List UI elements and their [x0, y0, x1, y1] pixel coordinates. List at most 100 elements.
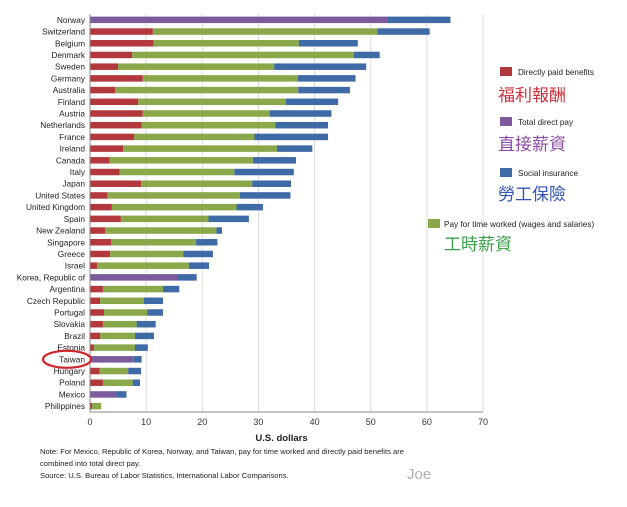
bar-poland-pay-for-time-worked-wages-and-salaries [102, 379, 133, 386]
bar-australia-directly-paid-benefits [90, 86, 116, 94]
country-label-israel: Israel [65, 261, 85, 271]
country-label-switzerland: Switzerland [42, 27, 85, 37]
bar-estonia-pay-for-time-worked-wages-and-salaries [93, 344, 135, 351]
country-label-mexico: Mexico [59, 389, 86, 399]
bar-korea-republic-of-social-insurance [177, 274, 197, 281]
country-label-japan: Japan [62, 179, 85, 189]
grid-lines [89, 14, 484, 412]
bar-israel-pay-for-time-worked-wages-and-salaries [97, 262, 189, 269]
bar-israel-directly-paid-benefits [90, 262, 98, 269]
bar-germany-pay-for-time-worked-wages-and-salaries [142, 75, 298, 82]
x-tick-label: 30 [253, 417, 263, 427]
legend-swatch-directly-paid-benefits [500, 67, 512, 76]
bar-ireland-directly-paid-benefits [90, 145, 124, 152]
bar-sweden-social-insurance [274, 63, 367, 70]
bar-norway-total-direct-pay [90, 16, 388, 24]
bar-switzerland-pay-for-time-worked-wages-and-salaries [152, 28, 378, 35]
bar-canada-social-insurance [252, 157, 297, 164]
bar-austria-social-insurance [269, 110, 332, 117]
legend-label-pay-for-time-worked-wages-and-salaries: Pay for time worked (wages and salaries) [444, 220, 594, 229]
legend-swatch-total-direct-pay [500, 117, 512, 126]
bar-argentina-directly-paid-benefits [90, 285, 103, 293]
bar-italy-social-insurance [234, 168, 294, 176]
country-label-new-zealand: New Zealand [36, 226, 85, 236]
bar-portugal-social-insurance [147, 309, 163, 316]
bar-new-zealand-pay-for-time-worked-wages-and-salaries [105, 227, 217, 234]
x-tick-label: 70 [478, 417, 488, 427]
country-label-spain: Spain [64, 214, 86, 224]
bar-czech-republic-directly-paid-benefits [90, 297, 101, 305]
bar-denmark-pay-for-time-worked-wages-and-salaries [132, 51, 354, 59]
country-label-austria: Austria [59, 109, 85, 119]
bar-france-pay-for-time-worked-wages-and-salaries [134, 133, 255, 141]
x-tick-label: 40 [310, 417, 320, 427]
bar-japan-directly-paid-benefits [90, 180, 142, 187]
legend: Directly paid benefits 福利報酬 Total direct p… [428, 67, 594, 255]
bar-slovakia-pay-for-time-worked-wages-and-salaries [102, 320, 137, 328]
bar-portugal-directly-paid-benefits [90, 309, 105, 316]
bar-singapore-directly-paid-benefits [90, 239, 112, 246]
bar-sweden-directly-paid-benefits [90, 63, 119, 70]
bar-netherlands-directly-paid-benefits [90, 121, 142, 129]
bar-switzerland-social-insurance [377, 28, 430, 35]
bar-brazil-pay-for-time-worked-wages-and-salaries [100, 332, 135, 340]
country-label-hungary: Hungary [54, 366, 86, 376]
country-label-singapore: Singapore [47, 237, 85, 247]
country-label-czech-republic: Czech Republic [27, 296, 85, 306]
country-label-finland: Finland [58, 97, 86, 107]
bar-philippines-directly-paid-benefits [90, 402, 93, 410]
taiwan-highlight-circle [41, 349, 93, 369]
bar-czech-republic-pay-for-time-worked-wages-and-salaries [100, 297, 144, 305]
country-label-argentina: Argentina [49, 284, 85, 294]
bar-norway-social-insurance [387, 16, 451, 24]
x-axis: 0 10 20 30 40 50 60 70 U.S. dollars [87, 14, 488, 444]
country-label-italy: Italy [70, 167, 86, 177]
bar-ireland-pay-for-time-worked-wages-and-salaries [123, 145, 277, 152]
bar-belgium-pay-for-time-worked-wages-and-salaries [153, 40, 299, 47]
source-line: Source: U.S. Bureau of Labor Statistics,… [40, 471, 289, 480]
bar-singapore-pay-for-time-worked-wages-and-salaries [111, 239, 197, 246]
bar-belgium-social-insurance [298, 40, 358, 47]
x-axis-title: U.S. dollars [255, 433, 307, 444]
bar-austria-directly-paid-benefits [90, 110, 143, 117]
bar-singapore-social-insurance [196, 239, 218, 246]
legend-swatch-pay-for-time-worked-wages-and-salaries [428, 219, 440, 228]
country-label-united-states: United States [35, 190, 85, 200]
country-label-united-kingdom: United Kingdom [26, 202, 85, 212]
country-label-netherlands: Netherlands [40, 120, 85, 130]
bar-sweden-pay-for-time-worked-wages-and-salaries [118, 63, 275, 70]
bar-netherlands-pay-for-time-worked-wages-and-salaries [141, 121, 276, 129]
x-tick-label: 20 [197, 417, 207, 427]
bar-argentina-social-insurance [162, 285, 180, 293]
bar-germany-directly-paid-benefits [90, 75, 143, 82]
country-label-estonia: Estonia [57, 343, 85, 353]
country-label-ireland: Ireland [60, 144, 86, 154]
country-label-sweden: Sweden [55, 62, 85, 72]
bar-japan-pay-for-time-worked-wages-and-salaries [141, 180, 253, 187]
country-label-france: France [59, 132, 85, 142]
country-label-slovakia: Slovakia [54, 319, 86, 329]
bar-japan-social-insurance [252, 180, 291, 187]
bar-greece-social-insurance [183, 250, 213, 258]
bar-slovakia-directly-paid-benefits [90, 320, 103, 328]
bar-israel-social-insurance [188, 262, 210, 269]
bar-argentina-pay-for-time-worked-wages-and-salaries [102, 285, 163, 293]
legend-chinese-total-direct-pay: 直接薪資 [498, 135, 566, 155]
legend-chinese-social-insurance: 勞工保險 [498, 185, 566, 205]
bar-finland-pay-for-time-worked-wages-and-salaries [138, 98, 286, 106]
bar-mexico-total-direct-pay [90, 391, 117, 398]
bar-greece-pay-for-time-worked-wages-and-salaries [110, 250, 184, 258]
legend-chinese-pay-for-time-worked-wages-and-salaries: 工時薪資 [444, 235, 512, 255]
bar-united-kingdom-pay-for-time-worked-wages-and-salaries [111, 203, 237, 211]
bar-korea-republic-of-total-direct-pay [90, 274, 178, 281]
legend-swatch-social-insurance [500, 168, 512, 177]
bar-switzerland-directly-paid-benefits [90, 28, 153, 35]
bar-france-directly-paid-benefits [90, 133, 135, 141]
note-line-1: Note: For Mexico, Republic of Korea, Nor… [40, 447, 404, 456]
bar-spain-directly-paid-benefits [90, 215, 121, 223]
country-label-brazil: Brazil [64, 331, 85, 341]
bar-hungary-pay-for-time-worked-wages-and-salaries [99, 367, 129, 375]
bar-italy-pay-for-time-worked-wages-and-salaries [119, 168, 235, 176]
